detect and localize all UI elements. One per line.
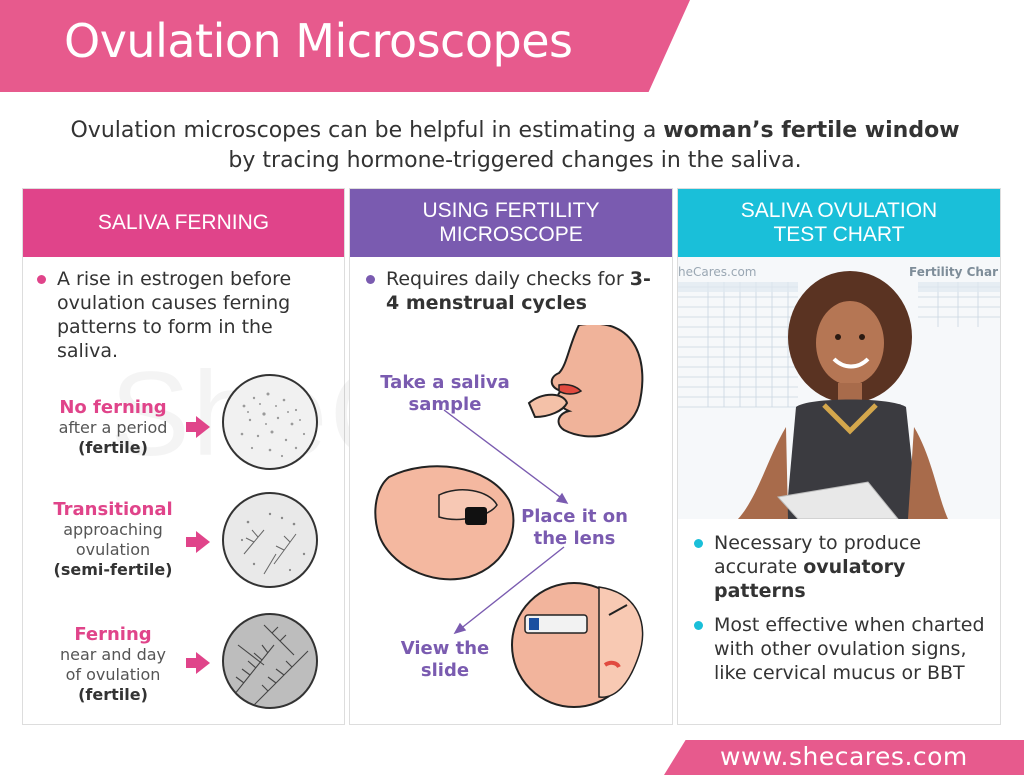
intro-text-end: by tracing hormone-triggered changes in …	[228, 148, 802, 173]
bullet-text: Most effective when charted with other o…	[714, 614, 985, 684]
saliva-ferning-bullet-text: A rise in estrogen before ovulation caus…	[57, 268, 292, 362]
heading-line-1: USING FERTILITY	[422, 199, 600, 222]
stage-fertility: (fertile)	[78, 685, 148, 704]
bullet-dot-icon	[694, 621, 703, 630]
step-view-slide: View the slide	[385, 638, 505, 682]
arrow-right-icon	[196, 652, 210, 674]
chart-and-woman-illustration	[678, 271, 1000, 519]
stage-name: No ferning	[59, 397, 167, 418]
no-ferning-sample-image	[222, 374, 318, 470]
arrow-right-icon	[186, 658, 196, 668]
chart-brand-text: heCares.com	[678, 265, 757, 279]
arrow-right-icon	[196, 416, 210, 438]
fertility-microscope-bullet: Requires daily checks for 3-4 menstrual …	[362, 267, 660, 315]
stage-name: Ferning	[74, 624, 152, 645]
bullet-dot-icon	[37, 275, 46, 284]
intro-text-start: Ovulation microscopes can be helpful in …	[70, 118, 664, 143]
bullet-dot-icon	[366, 275, 375, 284]
transitional-sample-image	[222, 492, 318, 588]
intro-text-bold: woman’s fertile window	[663, 118, 960, 143]
stage-desc: near and day of ovulation	[59, 645, 167, 684]
stage-desc: after a period	[58, 418, 168, 437]
test-chart-heading: SALIVA OVULATION TEST CHART	[678, 189, 1000, 257]
bullet-text: Requires daily checks for	[386, 268, 630, 290]
heading-line-1: SALIVA OVULATION	[740, 199, 938, 222]
ferning-sample-image	[222, 613, 318, 709]
step-label-line: View the	[400, 638, 490, 659]
stage-desc: approaching ovulation	[63, 520, 163, 559]
stage-no-ferning: No ferning after a period (fertile)	[38, 398, 188, 458]
bullet-bold: 3-4 menstrual cycles	[386, 268, 651, 314]
stage-fertility: (fertile)	[78, 438, 148, 457]
title-banner	[0, 0, 690, 92]
step-label-line: slide	[420, 660, 470, 681]
heading-line-2: TEST CHART	[773, 223, 905, 246]
step-label-line: the lens	[533, 528, 616, 549]
step-take-sample: Take a saliva sample	[370, 372, 520, 416]
test-chart-column: SALIVA OVULATION TEST CHART heCares.com F…	[677, 188, 1001, 725]
face-lips-illustration	[527, 325, 644, 438]
stage-transitional: Transitional approaching ovulation (semi…	[38, 500, 188, 580]
hand-slide-illustration	[374, 465, 515, 581]
test-chart-bullet-2: Most effective when charted with other o…	[690, 613, 988, 685]
viewing-microscope-illustration	[511, 582, 644, 708]
stage-fertility: (semi-fertile)	[53, 560, 173, 579]
saliva-ferning-heading: SALIVA FERNING	[23, 189, 344, 257]
test-chart-bullet-1: Necessary to produce accurate ovulatory …	[690, 531, 988, 603]
chart-title-text: Fertility Char	[909, 265, 998, 279]
stage-ferning: Ferning near and day of ovulation (ferti…	[38, 625, 188, 705]
bullet-bold: ovulatory patterns	[714, 556, 906, 602]
woman-with-chart-photo: heCares.com Fertility Char	[678, 257, 1000, 519]
url-banner	[664, 740, 1024, 775]
bullet-text: Necessary to produce accurate	[714, 532, 922, 578]
intro-text: Ovulation microscopes can be helpful in …	[60, 116, 970, 176]
step-place-on-lens: Place it on the lens	[512, 506, 637, 550]
arrow-right-icon	[196, 531, 210, 553]
heading-line-2: MICROSCOPE	[439, 223, 583, 246]
microscope-steps-illustration	[374, 325, 644, 708]
step-label-line: Place it on	[521, 506, 628, 527]
fertility-microscope-heading: USING FERTILITY MICROSCOPE	[350, 189, 672, 257]
stage-name: Transitional	[53, 499, 173, 520]
step-label-line: sample	[408, 394, 482, 415]
bullet-dot-icon	[694, 539, 703, 548]
arrow-right-icon	[186, 537, 196, 547]
page-title: Ovulation Microscopes	[64, 14, 573, 68]
step-arrows	[443, 409, 569, 635]
step-label-line: Take a saliva	[380, 372, 510, 393]
arrow-right-icon	[186, 422, 196, 432]
saliva-ferning-bullet: A rise in estrogen before ovulation caus…	[33, 267, 332, 363]
site-url-link[interactable]: www.shecares.com	[720, 742, 968, 771]
